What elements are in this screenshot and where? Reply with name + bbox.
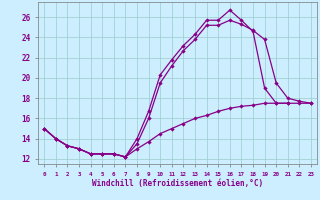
X-axis label: Windchill (Refroidissement éolien,°C): Windchill (Refroidissement éolien,°C) [92,179,263,188]
